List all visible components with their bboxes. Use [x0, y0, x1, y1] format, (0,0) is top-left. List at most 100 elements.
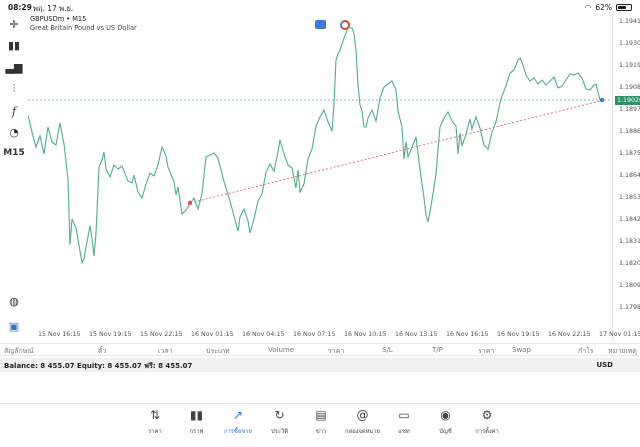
status-time: 08:29: [8, 3, 32, 12]
balance-currency: USD: [596, 361, 613, 369]
time-axis-label: 16 Nov 19:15: [497, 331, 540, 338]
signals-icon[interactable]: ◍: [9, 294, 19, 308]
refresh-icon[interactable]: [340, 20, 350, 30]
column-header[interactable]: S/L: [382, 346, 393, 354]
time-axis-label: 17 Nov 01:15: [599, 331, 640, 338]
price-axis-label: 1.19190: [619, 62, 640, 69]
one-click-trading-icon[interactable]: ▣: [8, 319, 20, 333]
battery-fill: [618, 6, 627, 9]
quotes-icon: ⇅: [149, 408, 161, 422]
crosshair-icon[interactable]: ✛: [9, 17, 19, 31]
time-axis: 15 Nov 16:15 15 Nov 19:15 15 Nov 22:15 16 N…: [28, 330, 640, 340]
nav-item-settings[interactable]: ⚙ การตั้งค่า: [467, 408, 507, 436]
column-header[interactable]: ตั๋ว: [98, 347, 107, 355]
time-axis-label: 16 Nov 04:15: [242, 331, 285, 338]
trade-icon: ↗: [232, 408, 244, 422]
trendline: [189, 99, 605, 204]
price-axis-label: 1.18310: [619, 238, 640, 245]
objects-icon[interactable]: ◔: [9, 125, 19, 139]
settings-icon: ⚙: [481, 408, 493, 422]
time-axis-label: 15 Nov 19:15: [89, 331, 132, 338]
nav-item-label: ราคา: [148, 429, 162, 435]
timeframe-label[interactable]: M15: [3, 148, 25, 158]
nav-item-chat[interactable]: ▭ แชท: [384, 408, 424, 436]
nav-item-quotes[interactable]: ⇅ ราคา: [135, 408, 175, 436]
nav-item-label: การซื้อขาย: [224, 429, 252, 435]
nav-item-mailbox[interactable]: @ กล่องจดหมาย: [343, 408, 383, 436]
time-axis-label: 16 Nov 16:15: [446, 331, 489, 338]
price-chart: [28, 27, 612, 265]
nav-item-history[interactable]: ↻ ประวัติ: [260, 408, 300, 436]
column-header[interactable]: เวลา: [158, 347, 173, 355]
time-axis-label: 16 Nov 10:15: [344, 331, 387, 338]
mailbox-icon: @: [356, 408, 369, 422]
price-axis-label: 1.19300: [619, 40, 640, 47]
nav-item-label: การตั้งค่า: [475, 429, 499, 435]
nav-item-account[interactable]: ◉ บัญชี: [426, 408, 466, 436]
column-header[interactable]: ราคา: [328, 347, 345, 355]
price-axis-label: 1.18530: [619, 194, 640, 201]
nav-item-label: แชท: [398, 429, 410, 435]
time-axis-label: 16 Nov 13:15: [395, 331, 438, 338]
time-axis-label: 16 Nov 22:15: [548, 331, 591, 338]
price-axis-label: 1.19080: [619, 84, 640, 91]
status-bar: 08:29 พฤ. 17 พ.ย. ◠ 62%: [0, 0, 640, 14]
battery-percent: 62%: [595, 3, 612, 12]
current-price-label: 1.19026: [615, 96, 640, 105]
indicators-icon[interactable]: ▃▆: [5, 60, 23, 74]
nav-item-label: กราฟ: [189, 429, 204, 435]
chart-icon: ▮▮: [189, 408, 204, 422]
price-axis-label: 1.17980: [619, 304, 640, 311]
chart-description: Great Britain Pound vs US Dollar: [30, 24, 137, 32]
wifi-icon: ◠: [584, 3, 592, 12]
trendline-start-point[interactable]: [187, 200, 193, 206]
column-header[interactable]: หมายเหตุ: [608, 347, 637, 355]
price-axis-label: 1.18420: [619, 216, 640, 223]
price-axis-label: 1.18860: [619, 128, 640, 135]
nav-item-trade[interactable]: ↗ การซื้อขาย: [218, 408, 258, 436]
bottom-nav: ⇅ ราคา ▮▮ กราฟ ↗ การซื้อขาย ↻ ประวัติ ▤ ข่าว @ กล่อ…: [0, 403, 640, 447]
nav-item-chart[interactable]: ▮▮ กราฟ: [177, 408, 217, 436]
function-icon[interactable]: f: [11, 104, 17, 118]
account-icon: ◉: [440, 408, 451, 422]
settings-lines-icon[interactable]: ⫶: [12, 82, 16, 95]
battery-icon: [616, 4, 632, 11]
chat-icon: ▭: [398, 408, 410, 422]
status-right: ◠ 62%: [585, 3, 632, 12]
column-header[interactable]: T/P: [432, 346, 443, 354]
trade-table-header: สัญลักษณ์ ตั๋ว เวลา ประเภท Volume ราคา S/L T/P ร…: [0, 343, 640, 356]
column-header[interactable]: Volume: [268, 346, 295, 354]
news-icon: ▤: [315, 408, 327, 422]
candles-icon[interactable]: ▮▮: [7, 38, 21, 52]
column-header[interactable]: กำไร: [578, 347, 594, 355]
history-icon: ↻: [274, 408, 285, 422]
nav-item-news[interactable]: ▤ ข่าว: [301, 408, 341, 436]
time-axis-label: 16 Nov 01:15: [191, 331, 234, 338]
column-header[interactable]: สัญลักษณ์: [4, 347, 34, 355]
price-axis-label: 1.18750: [619, 150, 640, 157]
balance-summary: Balance: 8 455.07 Equity: 8 455.07 ฟรี: …: [4, 362, 193, 370]
nav-item-label: ข่าว: [315, 429, 327, 435]
nav-item-label: ประวัติ: [271, 429, 288, 435]
price-axis: 1.19410 1.19300 1.19190 1.19080 1.18970 1.188…: [612, 14, 640, 340]
column-header[interactable]: ราคา: [478, 347, 495, 355]
price-axis-label: 1.18090: [619, 282, 640, 289]
nav-item-label: กล่องจดหมาย: [345, 429, 380, 435]
trade-panel-button[interactable]: [315, 20, 326, 29]
time-axis-label: 16 Nov 07:15: [293, 331, 336, 338]
column-header[interactable]: Swap: [512, 346, 531, 354]
price-axis-label: 1.18970: [619, 106, 640, 113]
price-axis-label: 1.18640: [619, 172, 640, 179]
balance-row: Balance: 8 455.07 Equity: 8 455.07 ฟรี: …: [0, 358, 640, 372]
price-line: [28, 27, 604, 265]
left-toolbar: ✛ ▮▮ ▃▆ ⫶ f ◔ M15 ◍ ▣: [0, 14, 28, 340]
trendline-end-point[interactable]: [599, 97, 605, 103]
chart-symbol: GBPUSDm • M15: [30, 15, 87, 23]
price-axis-label: 1.19410: [619, 18, 640, 25]
column-header[interactable]: ประเภท: [206, 347, 230, 355]
price-axis-label: 1.18200: [619, 260, 640, 267]
nav-item-label: บัญชี: [439, 429, 452, 435]
chart-area[interactable]: GBPUSDm • M15 Great Britain Pound vs US …: [28, 14, 612, 340]
time-axis-label: 15 Nov 16:15: [38, 331, 81, 338]
status-date: พฤ. 17 พ.ย.: [33, 4, 74, 13]
